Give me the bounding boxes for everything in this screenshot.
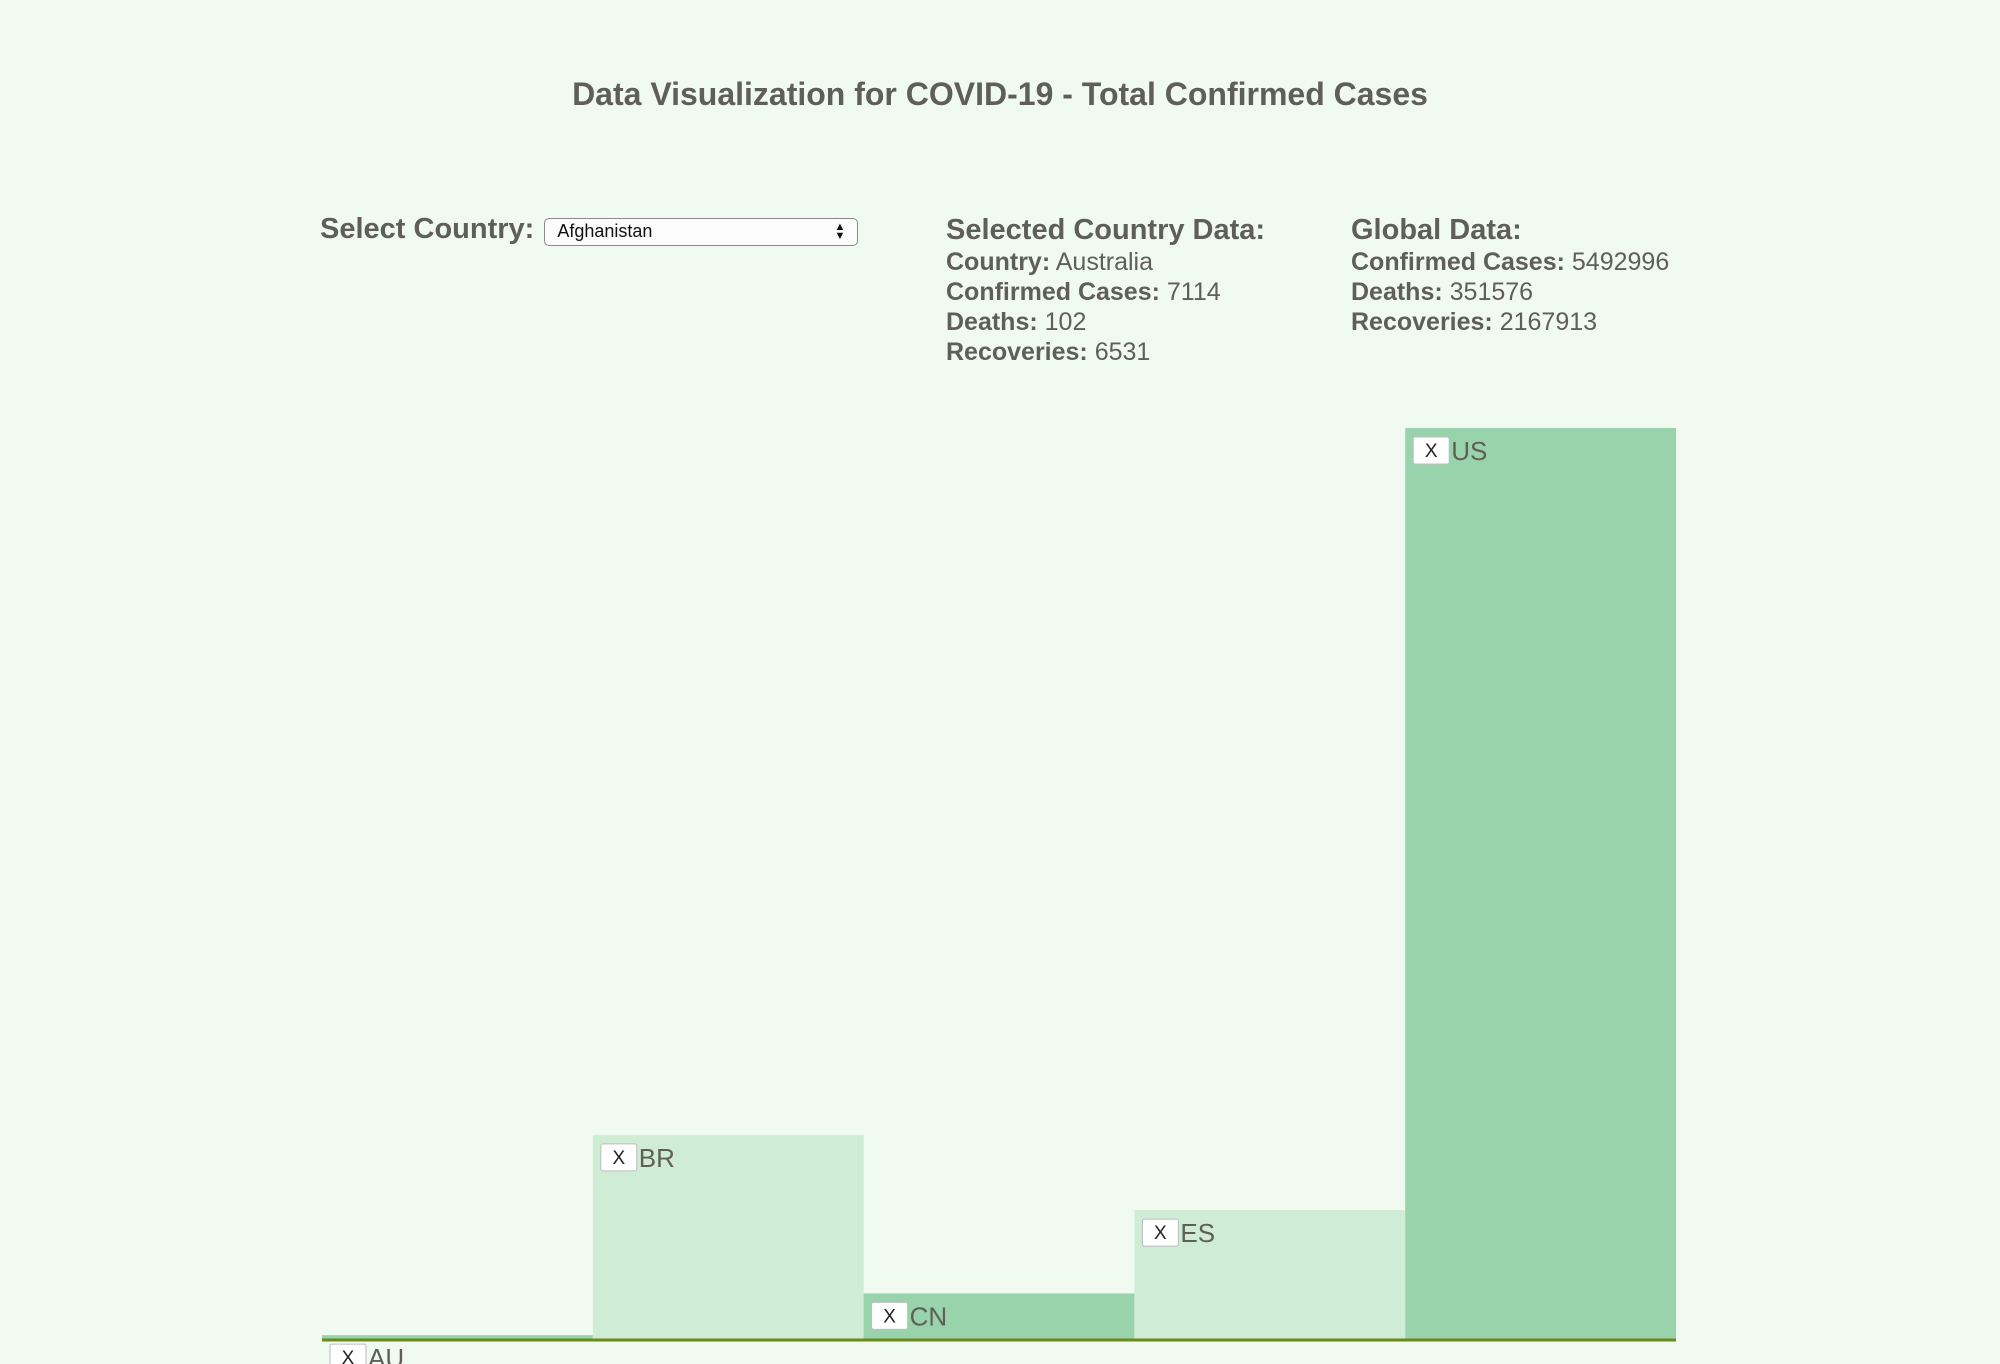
country-value: Australia (1055, 248, 1153, 276)
global-data-panel: Global Data: Confirmed Cases: 5492996 De… (1351, 213, 1669, 337)
remove-button-box[interactable] (1412, 436, 1450, 465)
global-deaths-label: Deaths: (1351, 278, 1443, 306)
remove-es-button[interactable]: X (1141, 1218, 1179, 1247)
selected-country-heading: Selected Country Data: (946, 214, 1266, 246)
country-select-group: Select Country: Afghanistan ▲ ▼ (320, 213, 859, 246)
remove-button-box[interactable] (600, 1143, 638, 1172)
selected-recoveries-label: Recoveries: (946, 338, 1088, 366)
remove-button-box[interactable] (329, 1343, 367, 1364)
selected-deaths-label: Deaths: (946, 308, 1038, 336)
selected-country-row: Country: Australia (946, 247, 1265, 277)
bar-label-cn: CN (910, 1301, 948, 1331)
bar-group-us: X US (1405, 428, 1676, 1339)
selected-recoveries-value: 6531 (1094, 338, 1151, 366)
bar-group-br: X BR (592, 1134, 864, 1339)
remove-button-label[interactable]: X (342, 1348, 355, 1364)
global-deaths-value: 351576 (1449, 278, 1534, 306)
selected-deaths-value: 102 (1044, 308, 1087, 336)
bar-au[interactable] (322, 1335, 593, 1339)
bar-label-us: US (1451, 436, 1487, 466)
global-recoveries-row: Recoveries: 2167913 (1351, 307, 1669, 337)
remove-button-label[interactable]: X (883, 1306, 896, 1327)
remove-cn-button[interactable]: X (871, 1301, 909, 1330)
page-title: Data Visualization for COVID-19 - Total … (572, 76, 1428, 112)
global-confirmed-value: 5492996 (1571, 248, 1670, 276)
select-arrows-icon: ▲ ▼ (834, 220, 846, 242)
remove-button-box[interactable] (871, 1301, 909, 1330)
bar-br[interactable] (592, 1134, 864, 1339)
bar-label-br: BR (639, 1143, 675, 1173)
bar-label-au: AU (368, 1343, 404, 1364)
global-recoveries-label: Recoveries: (1351, 308, 1493, 336)
selected-recoveries-row: Recoveries: 6531 (946, 337, 1265, 367)
country-label: Country: (946, 248, 1051, 276)
remove-br-button[interactable]: X (600, 1143, 638, 1172)
bar-es[interactable] (1134, 1210, 1406, 1339)
bar-group-cn: X CN (863, 1293, 1135, 1339)
selected-deaths-row: Deaths: 102 (946, 307, 1265, 337)
bar-group-es: X ES (1134, 1210, 1406, 1339)
remove-button-box[interactable] (1141, 1218, 1179, 1247)
remove-au-button[interactable]: X (329, 1343, 367, 1364)
global-confirmed-row: Confirmed Cases: 5492996 (1351, 247, 1669, 277)
selected-confirmed-value: 7114 (1166, 278, 1221, 306)
remove-button-label[interactable]: X (612, 1148, 625, 1169)
global-confirmed-label: Confirmed Cases: (1351, 248, 1565, 276)
bar-label-es: ES (1180, 1218, 1215, 1248)
global-deaths-row: Deaths: 351576 (1351, 277, 1669, 307)
global-heading: Global Data: (1351, 214, 1522, 246)
bar-us[interactable] (1405, 428, 1676, 1339)
remove-us-button[interactable]: X (1412, 436, 1450, 465)
selected-confirmed-label: Confirmed Cases: (946, 278, 1160, 306)
remove-button-label[interactable]: X (1154, 1223, 1167, 1244)
bar-cn[interactable] (863, 1293, 1135, 1339)
remove-button-label[interactable]: X (1425, 441, 1438, 462)
country-select-value: Afghanistan (557, 221, 653, 241)
selected-confirmed-row: Confirmed Cases: 7114 (946, 277, 1265, 307)
selected-country-panel: Selected Country Data: Country: Australi… (946, 213, 1265, 367)
country-select[interactable]: Afghanistan ▲ ▼ (544, 217, 859, 246)
global-recoveries-value: 2167913 (1499, 308, 1598, 336)
country-select-label: Select Country: (320, 213, 535, 245)
bar-group-au: X AU (322, 1335, 593, 1364)
